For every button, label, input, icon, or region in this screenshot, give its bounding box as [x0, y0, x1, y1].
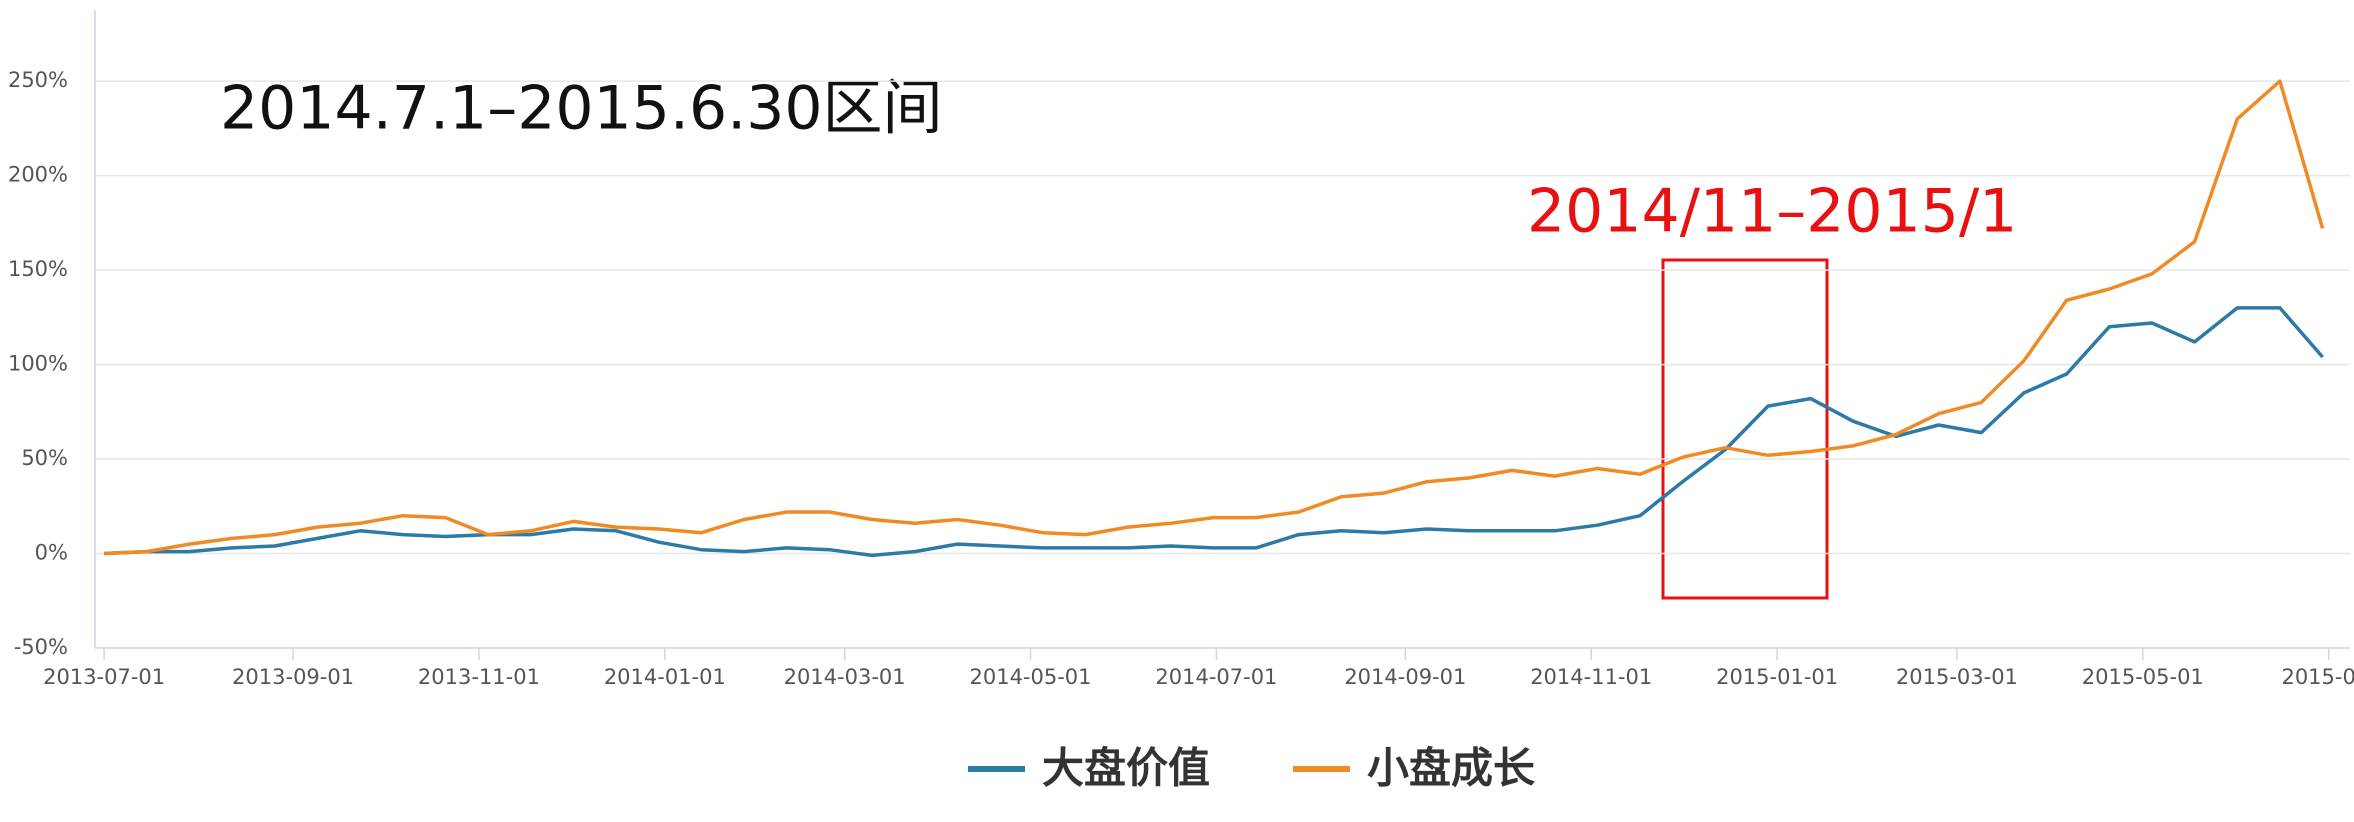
- y-tick-label: 200%: [8, 163, 68, 187]
- x-tick-label: 2014-09-01: [1344, 665, 1466, 689]
- legend-item: 大盘价值: [968, 744, 1210, 793]
- y-tick-label: 50%: [21, 446, 68, 470]
- range-annotation: 2014.7.1–2015.6.30区间: [220, 74, 943, 144]
- series-line: [104, 306, 2324, 558]
- x-tick-label: 2013-07-01: [43, 665, 165, 689]
- legend-label: 小盘成长: [1367, 744, 1535, 793]
- y-tick-label: -50%: [14, 635, 68, 659]
- x-tick-label: 2013-11-01: [418, 665, 540, 689]
- x-tick-label: 2014-07-01: [1155, 665, 1277, 689]
- y-tick-label: 150%: [8, 257, 68, 281]
- legend-item: 小盘成长: [1293, 744, 1535, 793]
- legend-label: 大盘价值: [1042, 744, 1210, 793]
- x-tick-label: 2014-11-01: [1530, 665, 1652, 689]
- highlight-box: [1661, 258, 1829, 600]
- x-tick-label: 2015-01-01: [1716, 665, 1838, 689]
- series-line: [104, 79, 2325, 556]
- x-tick-label: 2015-0...: [2281, 665, 2354, 689]
- y-tick-label: 100%: [8, 352, 68, 376]
- x-tick-label: 2013-09-01: [232, 665, 354, 689]
- x-tick-label: 2014-03-01: [784, 665, 906, 689]
- x-tick-label: 2015-03-01: [1896, 665, 2018, 689]
- x-tick-label: 2014-05-01: [969, 665, 1091, 689]
- y-tick-label: 250%: [8, 68, 68, 92]
- highlight-annotation: 2014/11–2015/1: [1527, 177, 2017, 247]
- x-tick-label: 2014-01-01: [604, 665, 726, 689]
- x-tick-label: 2015-05-01: [2082, 665, 2204, 689]
- y-tick-label: 0%: [35, 541, 68, 565]
